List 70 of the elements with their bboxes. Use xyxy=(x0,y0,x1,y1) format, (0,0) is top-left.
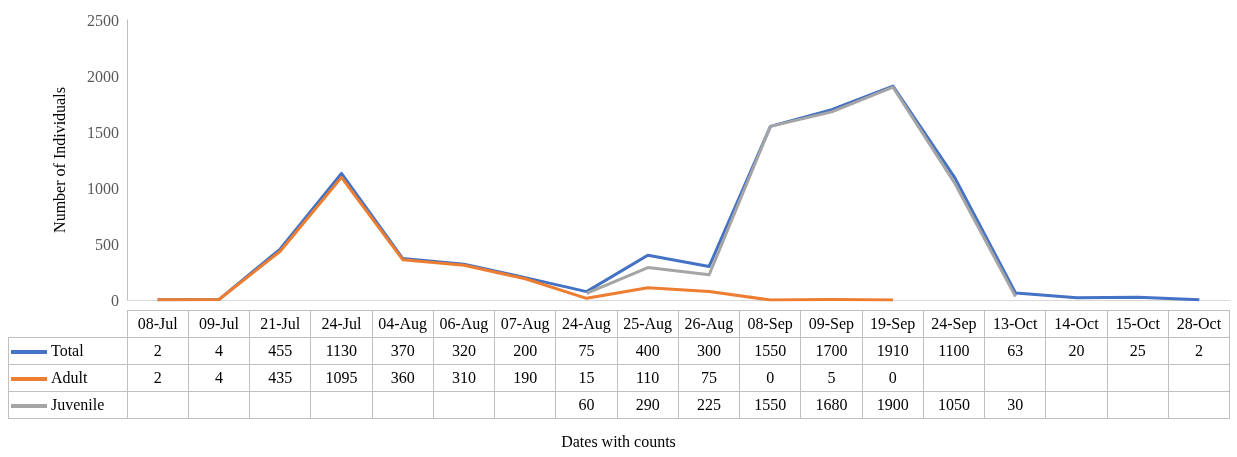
y-tick-label: 1500 xyxy=(87,123,119,141)
data-label: 25 xyxy=(1107,337,1169,365)
data-label: 1680 xyxy=(800,391,862,419)
data-label: 30 xyxy=(984,391,1046,419)
data-label: 75 xyxy=(678,364,740,392)
data-label: 2 xyxy=(127,337,189,365)
data-label: 190 xyxy=(494,364,556,392)
data-label: 435 xyxy=(249,364,311,392)
data-label: 1095 xyxy=(310,364,372,392)
text: Dates with counts xyxy=(560,433,677,451)
y-tick-label: 500 xyxy=(95,235,119,253)
legend-label: Total xyxy=(8,337,127,365)
data-label: 5 xyxy=(800,364,862,392)
y-tick-label: 0 xyxy=(111,291,119,309)
x-tick-label: 21-Jul xyxy=(249,310,311,338)
data-label: 1050 xyxy=(923,391,985,419)
x-tick-label: 19-Sep xyxy=(862,310,924,338)
data-label: 370 xyxy=(372,337,434,365)
data-label: 320 xyxy=(433,337,495,365)
data-label: 200 xyxy=(494,337,556,365)
data-label: 20 xyxy=(1045,337,1107,365)
line-series xyxy=(585,85,1018,299)
x-tick-label: 24-Sep xyxy=(923,310,985,338)
legend-label: Juvenile xyxy=(8,391,127,419)
data-label: 4 xyxy=(188,337,250,365)
data-label: 2 xyxy=(127,364,189,392)
data-label: 63 xyxy=(984,337,1046,365)
x-tick-label: 06-Aug xyxy=(433,310,495,338)
x-tick-label: 26-Aug xyxy=(678,310,740,338)
data-label: 1700 xyxy=(800,337,862,365)
data-label: 0 xyxy=(862,364,924,392)
data-label: 400 xyxy=(617,337,679,365)
data-label: 310 xyxy=(433,364,495,392)
x-tick-label: 24-Jul xyxy=(310,310,372,338)
x-tick-label: 15-Oct xyxy=(1107,310,1169,338)
data-label: 225 xyxy=(678,391,740,419)
x-tick-label: 04-Aug xyxy=(372,310,434,338)
data-label: 110 xyxy=(617,364,679,392)
x-tick-label: 08-Sep xyxy=(739,310,801,338)
x-tick-label: 09-Sep xyxy=(800,310,862,338)
data-label: 455 xyxy=(249,337,311,365)
legend-label: Adult xyxy=(8,364,127,392)
data-label: 1910 xyxy=(862,337,924,365)
x-tick-label: 28-Oct xyxy=(1168,310,1230,338)
data-label: 0 xyxy=(739,364,801,392)
data-label: 1130 xyxy=(310,337,372,365)
x-tick-label: 07-Aug xyxy=(494,310,556,338)
line-series xyxy=(156,175,895,302)
y-tick-label: 2500 xyxy=(87,11,119,29)
data-label: 4 xyxy=(188,364,250,392)
data-label: 75 xyxy=(555,337,617,365)
data-label: 1900 xyxy=(862,391,924,419)
y-tick-label: 2000 xyxy=(87,67,119,85)
data-label: 1550 xyxy=(739,391,801,419)
data-label: 60 xyxy=(555,391,617,419)
data-label: 1100 xyxy=(923,337,985,365)
y-tick-label: 1000 xyxy=(87,179,119,197)
x-tick-label: 24-Aug xyxy=(555,310,617,338)
x-tick-label: 09-Jul xyxy=(188,310,250,338)
x-tick-label: 25-Aug xyxy=(617,310,679,338)
data-label: 360 xyxy=(372,364,434,392)
x-tick-label: 13-Oct xyxy=(984,310,1046,338)
data-label: 2 xyxy=(1168,337,1230,365)
data-label: 15 xyxy=(555,364,617,392)
x-tick-label: 14-Oct xyxy=(1045,310,1107,338)
y-axis-title: Number of Individuals xyxy=(50,87,68,233)
data-label: 290 xyxy=(617,391,679,419)
x-tick-label: 08-Jul xyxy=(127,310,189,338)
data-label: 300 xyxy=(678,337,740,365)
data-label: 1550 xyxy=(739,337,801,365)
